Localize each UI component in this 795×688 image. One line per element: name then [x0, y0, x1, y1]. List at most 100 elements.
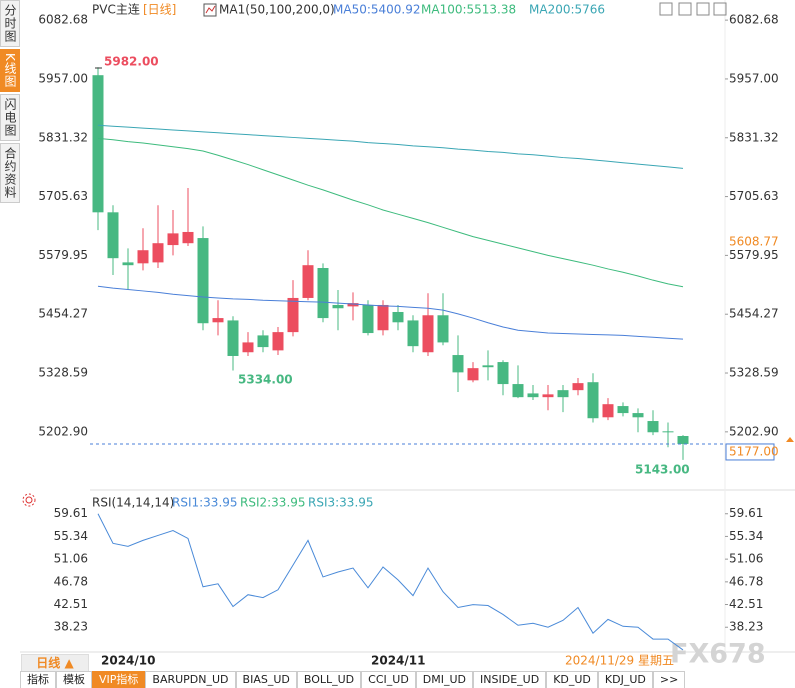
- icon-zoom-out[interactable]: [696, 2, 710, 16]
- x-tick-label: 2024/11: [371, 654, 425, 668]
- candle-body: [422, 315, 434, 353]
- indicator-tab[interactable]: INSIDE_UD: [473, 671, 547, 688]
- sidebar-tab[interactable]: 闪电图: [0, 93, 20, 141]
- last-price-label: 5177.00: [729, 444, 779, 458]
- y-tick-label: 6082.68: [729, 13, 779, 27]
- sidebar-tab[interactable]: 分时图: [0, 0, 20, 47]
- period-button[interactable]: 日线 ▲: [21, 654, 89, 672]
- candle-body: [467, 368, 479, 381]
- y-tick-label: 46.78: [729, 574, 763, 588]
- last-price-box: [725, 443, 775, 461]
- candle-body: [617, 406, 629, 414]
- icon-zoom-in[interactable]: [678, 2, 692, 16]
- y-tick-label: 5831.32: [38, 130, 88, 144]
- candle-body: [347, 303, 359, 307]
- legend-entry: RSI1:33.95: [172, 496, 238, 510]
- candle-body: [212, 318, 224, 323]
- icon-expand[interactable]: [713, 2, 727, 16]
- legend-entry: MA50:5400.92: [333, 3, 421, 17]
- indicator-tab[interactable]: BARUPDN_UD: [145, 671, 236, 688]
- last-price-arrow: [786, 436, 794, 442]
- candle-body: [152, 243, 164, 263]
- y-tick-label: 5831.32: [729, 130, 779, 144]
- candle-body: [332, 304, 344, 309]
- y-tick-label: 55.34: [729, 529, 763, 543]
- candle-body: [107, 212, 119, 259]
- y-tick-label: 59.61: [54, 506, 88, 520]
- candle-body: [557, 390, 569, 398]
- candle-body: [122, 262, 134, 266]
- candle-body: [137, 250, 149, 264]
- y-tick-label: 42.51: [729, 597, 763, 611]
- indicator-tab[interactable]: KD_UD: [546, 671, 598, 688]
- candle-body: [287, 297, 299, 333]
- y-tick-label: 55.34: [54, 529, 88, 543]
- chart-title: PVC主连: [92, 2, 140, 17]
- rsi-icon: [22, 493, 36, 507]
- legend-entry: MA200:5766: [529, 3, 605, 17]
- candle-body: [392, 311, 404, 323]
- y-tick-label: 42.51: [54, 597, 88, 611]
- y-tick-label: 5328.59: [38, 366, 88, 380]
- sidebar-tab[interactable]: 合约资料: [0, 142, 20, 203]
- indicator-tabs: 指标 模板 VIP指标 BARUPDN_UD BIAS_UD BOLL_UD CCI_UD D…: [20, 671, 686, 688]
- candle-body: [497, 362, 509, 385]
- indicator-tab[interactable]: 指标: [20, 671, 56, 688]
- candle-body: [362, 304, 374, 334]
- rsi-title: RSI(14,14,14): [92, 496, 174, 510]
- candle-body: [197, 238, 209, 324]
- y-tick-label: 5957.00: [38, 71, 88, 85]
- indicator-tab[interactable]: >>: [652, 671, 686, 688]
- indicator-tab[interactable]: CCI_UD: [361, 671, 416, 688]
- indicator-tab[interactable]: KDJ_UD: [597, 671, 653, 688]
- y-tick-label: 5579.95: [729, 248, 779, 262]
- candle-body: [257, 335, 269, 348]
- candle-body: [632, 413, 644, 418]
- candle-body: [542, 394, 554, 398]
- candle-body: [302, 265, 314, 298]
- rsi-line: [97, 513, 684, 651]
- y-tick-label: 5705.63: [38, 189, 88, 203]
- candle-body: [227, 320, 239, 356]
- candle-body: [167, 233, 179, 246]
- legend-entry: RSI2:33.95: [240, 496, 306, 510]
- ma-line: [97, 124, 684, 169]
- y-tick-label: 59.61: [729, 506, 763, 520]
- y-tick-label: 6082.68: [38, 13, 88, 27]
- indicator-tab[interactable]: BIAS_UD: [235, 671, 297, 688]
- candle-body: [587, 382, 599, 419]
- y-tick-label: 5454.27: [729, 307, 779, 321]
- candle-body: [182, 231, 194, 244]
- y-tick-label: 5202.90: [729, 424, 779, 438]
- y-tick-label: 51.06: [729, 552, 763, 566]
- price-marker-label: 5608.77: [729, 234, 779, 248]
- y-tick-label: 5957.00: [729, 71, 779, 85]
- date-label: 2024/11/29 星期五: [565, 654, 674, 668]
- toolbar-icons[interactable]: [659, 2, 727, 16]
- sidebar-tab[interactable]: K线图: [0, 49, 20, 92]
- indicator-tab[interactable]: 模板: [56, 671, 92, 688]
- legend-entry: RSI3:33.95: [308, 496, 374, 510]
- ma-line: [97, 285, 684, 340]
- candle-body: [377, 304, 389, 331]
- candle-body: [407, 320, 419, 347]
- extreme-label: 5334.00: [238, 373, 293, 387]
- y-tick-label: 38.23: [54, 620, 88, 634]
- icon-fit[interactable]: [659, 2, 673, 16]
- indicator-tab[interactable]: DMI_UD: [415, 671, 474, 688]
- extreme-label: 5982.00: [104, 55, 159, 69]
- candle-body: [317, 268, 329, 319]
- indicator-tab[interactable]: VIP指标: [92, 671, 146, 688]
- extreme-label: 5143.00: [635, 463, 690, 477]
- sidebar: 分时图 K线图 闪电图 合约资料: [0, 0, 20, 205]
- candle-body: [662, 431, 674, 433]
- y-tick-label: 5454.27: [38, 307, 88, 321]
- indicator-tab[interactable]: BOLL_UD: [296, 671, 362, 688]
- indicator-label: MA1(50,100,200,0): [219, 3, 335, 17]
- ma-line: [97, 137, 684, 288]
- y-tick-label: 5705.63: [729, 189, 779, 203]
- period-label: [日线]: [143, 3, 176, 17]
